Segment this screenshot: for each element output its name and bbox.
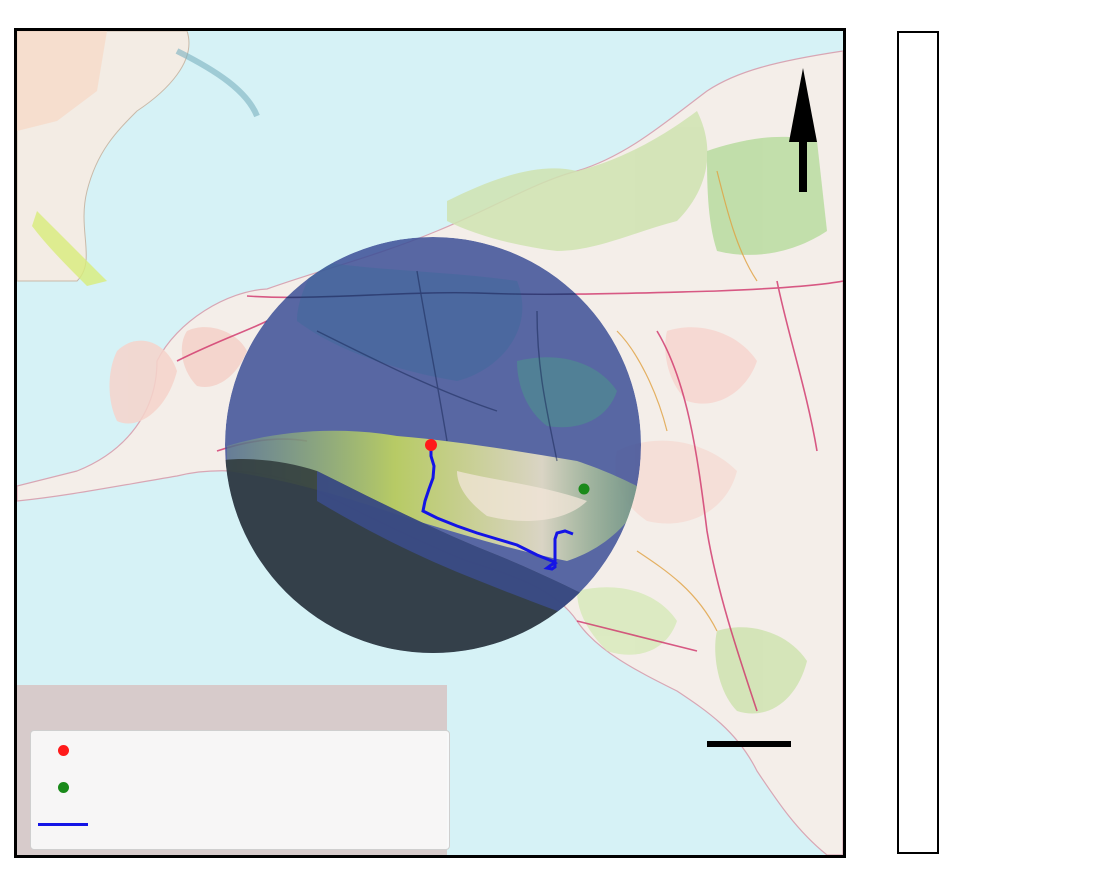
green-dot-icon <box>57 781 69 793</box>
legend-item-user-position <box>31 735 105 765</box>
map-legend <box>30 730 450 850</box>
legend-item-evacuation-route <box>31 809 105 839</box>
red-dot-icon <box>57 744 69 756</box>
elevation-colorbar <box>897 31 939 854</box>
map-panel[interactable] <box>14 28 846 858</box>
blue-line-icon <box>38 822 88 826</box>
evacuation-route <box>421 445 574 571</box>
north-arrow-icon <box>789 68 817 192</box>
user-position-marker <box>425 439 437 451</box>
legend-item-highest-elevation <box>31 772 105 802</box>
ordnance-survey-map <box>17 31 843 855</box>
scale-bar <box>707 741 791 747</box>
highest-elevation-marker <box>578 483 590 495</box>
